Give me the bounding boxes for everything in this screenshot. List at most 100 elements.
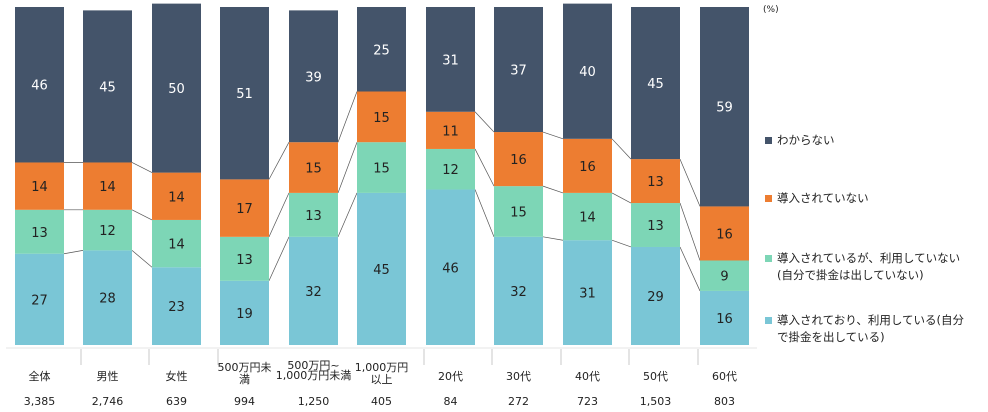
data-label: 13	[647, 175, 664, 190]
category-label: 全体	[29, 369, 51, 383]
legend-label: (自分で掛金は出していない)	[777, 268, 924, 282]
connector-line	[337, 192, 358, 237]
bar-segment	[152, 172, 201, 220]
data-label: 9	[720, 270, 728, 285]
connector-line	[268, 236, 290, 281]
connector-lines	[63, 91, 701, 292]
bar-segment	[83, 10, 132, 163]
data-label: 31	[579, 287, 596, 302]
data-label: 15	[510, 205, 527, 220]
bar-segment	[15, 209, 64, 254]
data-label: 12	[99, 224, 116, 239]
data-label: 13	[305, 209, 322, 224]
connector-line	[679, 246, 701, 292]
bar-segment	[220, 7, 269, 180]
bar-segment	[83, 250, 132, 345]
category-label: 満	[239, 373, 250, 386]
data-label: 25	[373, 43, 390, 58]
data-label: 45	[99, 80, 116, 95]
data-label: 12	[442, 163, 459, 178]
sample-size-label: 2,746	[92, 395, 124, 408]
sample-size-label: 84	[444, 395, 458, 408]
legend-swatch	[765, 195, 772, 202]
connector-line	[337, 142, 358, 194]
legend-label: で掛金を出している)	[777, 330, 885, 344]
bar-segment	[152, 3, 201, 173]
connector-line	[474, 148, 495, 187]
bar-segment	[289, 192, 338, 237]
connector-line	[611, 192, 632, 204]
data-label: 45	[373, 263, 390, 278]
connector-line	[542, 185, 564, 194]
bar-segment	[631, 159, 680, 204]
category-label: 20代	[438, 370, 463, 383]
connector-line	[474, 189, 495, 237]
data-label: 39	[305, 70, 322, 85]
bar-segment	[426, 7, 475, 112]
sample-size-label: 723	[577, 395, 598, 408]
connector-line	[542, 236, 564, 241]
bar-segment	[357, 7, 406, 92]
category-label: 500万円未	[218, 361, 272, 374]
data-label: 11	[442, 124, 459, 139]
data-label: 27	[31, 293, 48, 308]
data-label: 16	[510, 153, 527, 168]
data-label: 46	[442, 261, 459, 276]
data-label: 29	[647, 290, 664, 305]
data-label: 16	[579, 160, 596, 175]
bar-segment	[631, 246, 680, 345]
sample-size-label: 405	[371, 395, 392, 408]
data-label: 15	[373, 162, 390, 177]
legend-swatch	[765, 317, 772, 324]
bar-segment	[631, 7, 680, 160]
category-labels: 全体3,385男性2,746女性639500万円未満994500万円~1,000…	[6, 347, 757, 408]
bar-segment	[563, 240, 612, 345]
legend-swatch	[765, 137, 772, 144]
unit-label: (%)	[763, 5, 779, 15]
sample-size-label: 1,503	[640, 395, 672, 408]
sample-size-label: 3,385	[24, 395, 56, 408]
data-label: 15	[305, 162, 322, 177]
sample-size-label: 1,250	[298, 395, 330, 408]
bar-segment	[289, 142, 338, 193]
data-label: 13	[647, 219, 664, 234]
category-label: 以上	[371, 373, 393, 386]
bar-segment	[15, 7, 64, 163]
category-label: 1,000万円	[355, 361, 409, 374]
bar-segment	[289, 10, 338, 143]
data-label: 13	[31, 226, 48, 241]
data-label: 59	[716, 101, 733, 116]
connector-line	[268, 192, 290, 237]
data-label: 40	[579, 65, 596, 80]
connector-line	[131, 250, 153, 268]
bar-segment	[563, 192, 612, 241]
legend-swatch	[765, 255, 772, 262]
data-label: 14	[579, 211, 596, 226]
bar-segment	[426, 189, 475, 345]
data-label: 17	[236, 202, 253, 217]
data-label: 50	[168, 82, 185, 97]
data-label: 28	[99, 292, 116, 307]
category-label: 男性	[97, 369, 119, 383]
connector-line	[611, 138, 632, 160]
category-label: 60代	[712, 370, 737, 383]
data-label: 14	[99, 180, 116, 195]
bar-segment	[83, 209, 132, 251]
bar-segment	[220, 280, 269, 345]
data-label: 16	[716, 227, 733, 242]
connector-line	[131, 162, 153, 173]
bar-group: 27 13 14 46 28 12 14 45 23 14 14 50 19 13 17 51 32 13 15 39…	[15, 3, 749, 345]
data-label: 14	[168, 238, 185, 253]
bar-segment	[220, 236, 269, 281]
bar-segment	[152, 267, 201, 345]
data-label: 23	[168, 300, 185, 315]
bar-segment	[15, 253, 64, 345]
data-label: 13	[236, 253, 253, 268]
category-label: 女性	[166, 369, 188, 383]
data-label: 51	[236, 87, 253, 102]
data-label: 46	[31, 79, 48, 94]
bar-segment	[563, 138, 612, 193]
data-label: 14	[31, 180, 48, 195]
bar-segment	[426, 148, 475, 190]
